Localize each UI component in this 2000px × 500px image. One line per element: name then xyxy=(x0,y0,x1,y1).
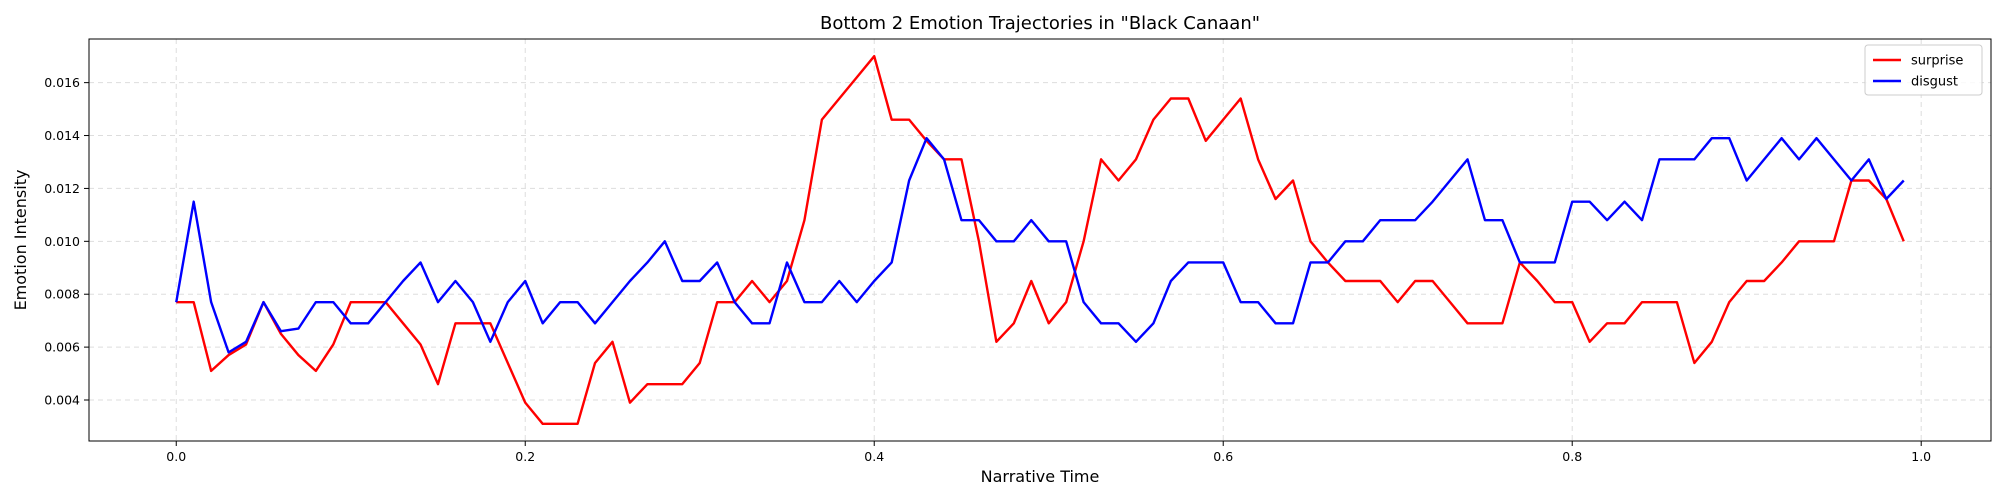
x-tick-label: 0.2 xyxy=(515,449,535,464)
series-line-disgust xyxy=(175,136,1905,354)
legend-label-surprise: surprise xyxy=(1911,54,1963,69)
y-tick-label: 0.010 xyxy=(44,234,80,249)
y-tick-label: 0.006 xyxy=(44,340,80,355)
y-axis: 0.004 0.006 0.008 0.010 0.012 0.014 0.016 xyxy=(44,75,89,408)
legend-box xyxy=(1864,44,1983,96)
y-tick-label: 0.012 xyxy=(44,181,80,196)
series-line-surprise xyxy=(176,54,1905,426)
y-tick-label: 0.016 xyxy=(44,75,80,90)
legend-label-disgust: disgust xyxy=(1911,75,1958,90)
series-lines xyxy=(175,54,1905,426)
x-tick-label: 0.0 xyxy=(166,449,186,464)
x-tick-label: 1.0 xyxy=(1911,449,1931,464)
x-tick-label: 0.4 xyxy=(864,449,884,464)
y-tick-label: 0.008 xyxy=(44,287,80,302)
x-axis-label: Narrative Time xyxy=(981,467,1100,486)
x-axis: 0.0 0.2 0.4 0.6 0.8 1.0 xyxy=(166,441,1931,464)
grid xyxy=(89,39,1991,441)
y-axis-label: Emotion Intensity xyxy=(11,170,30,311)
x-tick-label: 0.6 xyxy=(1213,449,1233,464)
chart-title: Bottom 2 Emotion Trajectories in "Black … xyxy=(820,13,1260,34)
y-tick-label: 0.014 xyxy=(44,128,80,143)
legend: surprise disgust xyxy=(1864,44,1983,96)
plot-frame xyxy=(88,38,1992,442)
x-tick-label: 0.8 xyxy=(1562,449,1582,464)
y-tick-label: 0.004 xyxy=(44,393,80,408)
